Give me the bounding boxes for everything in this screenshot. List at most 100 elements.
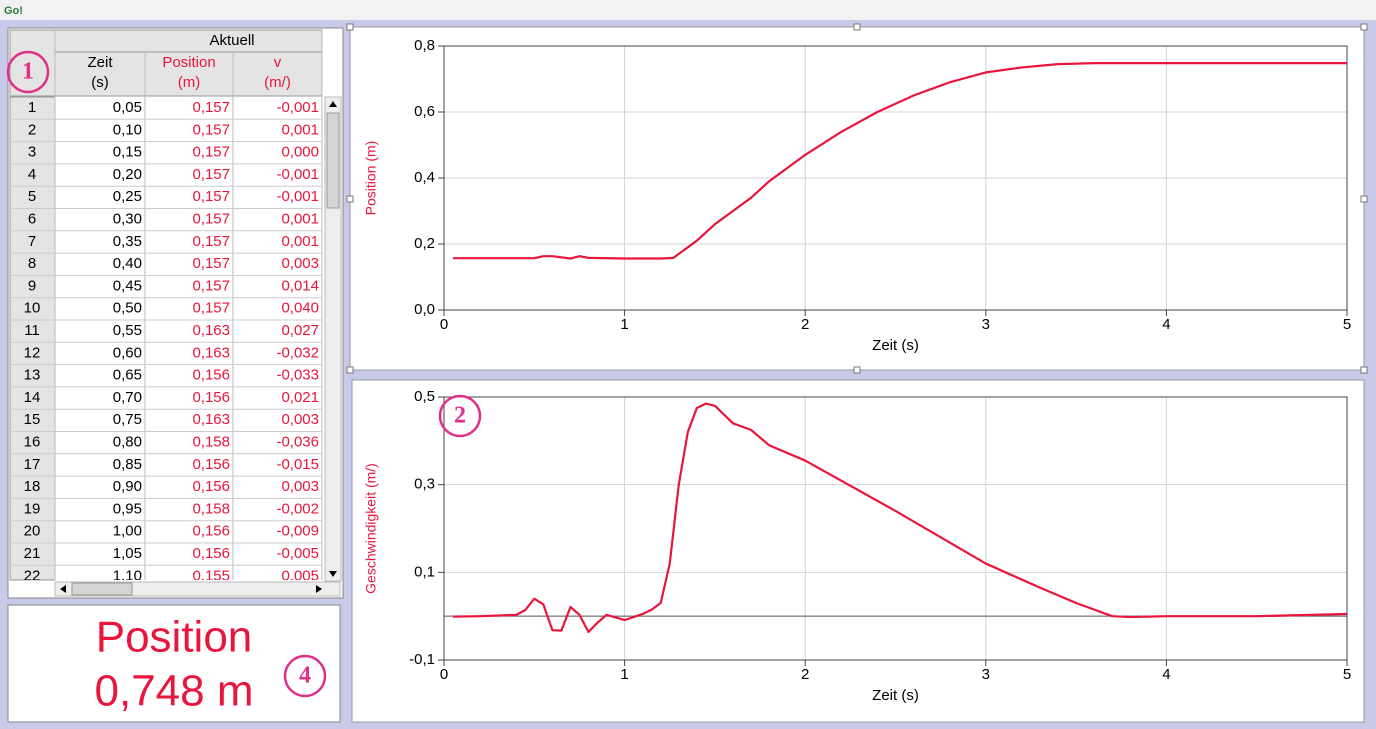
table-cell: -0,015	[276, 456, 319, 473]
table-cell: 0,55	[113, 322, 142, 339]
display-label: Position	[96, 613, 253, 662]
table-cell: 0,157	[192, 166, 230, 183]
table-cell: 0,25	[113, 188, 142, 205]
resize-handles	[346, 23, 1368, 374]
group-header: Aktuell	[209, 32, 254, 49]
table-cell: 0,003	[281, 411, 319, 428]
y-tick-label: 0,8	[414, 37, 435, 54]
table-cell: -0,036	[276, 433, 319, 450]
data-line	[453, 402, 1348, 634]
table-cell: 0,163	[192, 322, 230, 339]
table-cell: 0,156	[192, 545, 230, 562]
badge: 1	[6, 50, 50, 94]
table-cell: 0,156	[192, 456, 230, 473]
row-number: 20	[24, 523, 41, 540]
row-number: 10	[24, 300, 41, 317]
x-tick-label: 5	[1343, 316, 1351, 333]
table-body: 1 0,05 0,157 -0,001 2 0,10 0,157 0,001 3 0,15 0,15…	[10, 99, 322, 584]
table-cell: 0,157	[192, 144, 230, 161]
table-cell: 0,003	[281, 478, 319, 495]
table-cell: 0,40	[113, 255, 142, 272]
table-cell: 0,156	[192, 389, 230, 406]
x-axis-label: Zeit (s)	[872, 687, 919, 704]
table-cell: 0,157	[192, 121, 230, 138]
table-cell: 1,10	[113, 567, 142, 584]
table-cell: 0,156	[192, 478, 230, 495]
table-cell: 0,157	[192, 300, 230, 317]
column-name: Position	[162, 54, 215, 71]
y-tick-label: 0,2	[414, 235, 435, 252]
y-tick-label: 0,0	[414, 301, 435, 318]
column-unit: (m/)	[264, 74, 291, 91]
table-cell: 0,90	[113, 478, 142, 495]
table-cell: 0,001	[281, 210, 319, 227]
x-tick-label: 1	[620, 316, 628, 333]
badge-number: 4	[299, 663, 311, 689]
table-cell: 0,157	[192, 99, 230, 116]
app-title[interactable]: Go!	[4, 5, 23, 17]
table-cell: 0,158	[192, 433, 230, 450]
table-cell: 0,05	[113, 99, 142, 116]
table-cell: 0,157	[192, 210, 230, 227]
row-number: 4	[28, 166, 36, 183]
column-name: v	[274, 54, 282, 71]
table-cell: -0,001	[276, 99, 319, 116]
row-number: 2	[28, 121, 36, 138]
x-axis-label: Zeit (s)	[872, 337, 919, 354]
table-cell: -0,005	[276, 545, 319, 562]
table-cell: 0,157	[192, 233, 230, 250]
table-cell: -0,002	[276, 500, 319, 517]
table-cell: 0,001	[281, 121, 319, 138]
row-number: 21	[24, 545, 41, 562]
table-cell: 0,30	[113, 210, 142, 227]
chart-panel	[351, 379, 1365, 723]
row-number: 7	[28, 233, 36, 250]
table-cell: 0,20	[113, 166, 142, 183]
row-number: 11	[24, 322, 40, 339]
column-unit: (m)	[178, 74, 201, 91]
table-cell: 0,157	[192, 277, 230, 294]
badge-circle	[6, 50, 50, 94]
badge-circle	[283, 654, 327, 698]
toolbar	[0, 0, 1376, 20]
row-number: 15	[24, 411, 41, 428]
row-number: 9	[28, 277, 36, 294]
table-cell: 0,50	[113, 300, 142, 317]
row-header	[9, 96, 56, 581]
row-number: 12	[24, 344, 41, 361]
row-number: 16	[24, 433, 41, 450]
plot-frame	[443, 396, 1348, 661]
table-cell: 0,003	[281, 255, 319, 272]
table-cell: 0,040	[281, 300, 319, 317]
table-cell: 0,10	[113, 121, 142, 138]
row-number: 19	[24, 500, 41, 517]
x-tick-label: 4	[1162, 316, 1170, 333]
display-value: 0,748 m	[95, 667, 254, 716]
row-number: 8	[28, 255, 36, 272]
row-number: 6	[28, 210, 36, 227]
table-cell: 0,156	[192, 367, 230, 384]
table-cell: -0,001	[276, 188, 319, 205]
x-tick-label: 2	[801, 666, 809, 683]
table-cell: 0,35	[113, 233, 142, 250]
table-cell: 0,157	[192, 188, 230, 205]
table-cell: -0,009	[276, 523, 319, 540]
table-cell: 0,65	[113, 367, 142, 384]
table-cell: 0,80	[113, 433, 142, 450]
y-tick-label: 0,4	[414, 169, 435, 186]
table-cell: 0,158	[192, 500, 230, 517]
x-tick-label: 4	[1162, 666, 1170, 683]
table-cell: 0,163	[192, 411, 230, 428]
column-name: Zeit	[87, 54, 113, 71]
table-cell: 0,157	[192, 255, 230, 272]
x-tick-label: 3	[982, 666, 990, 683]
y-tick-label: 0,5	[414, 388, 435, 405]
table-cell: 0,155	[192, 567, 230, 584]
row-number: 1	[28, 99, 36, 116]
row-number: 13	[24, 367, 41, 384]
table-cell: 0,021	[281, 389, 319, 406]
y-tick-label: 0,3	[414, 476, 435, 493]
table-cell: 0,156	[192, 523, 230, 540]
